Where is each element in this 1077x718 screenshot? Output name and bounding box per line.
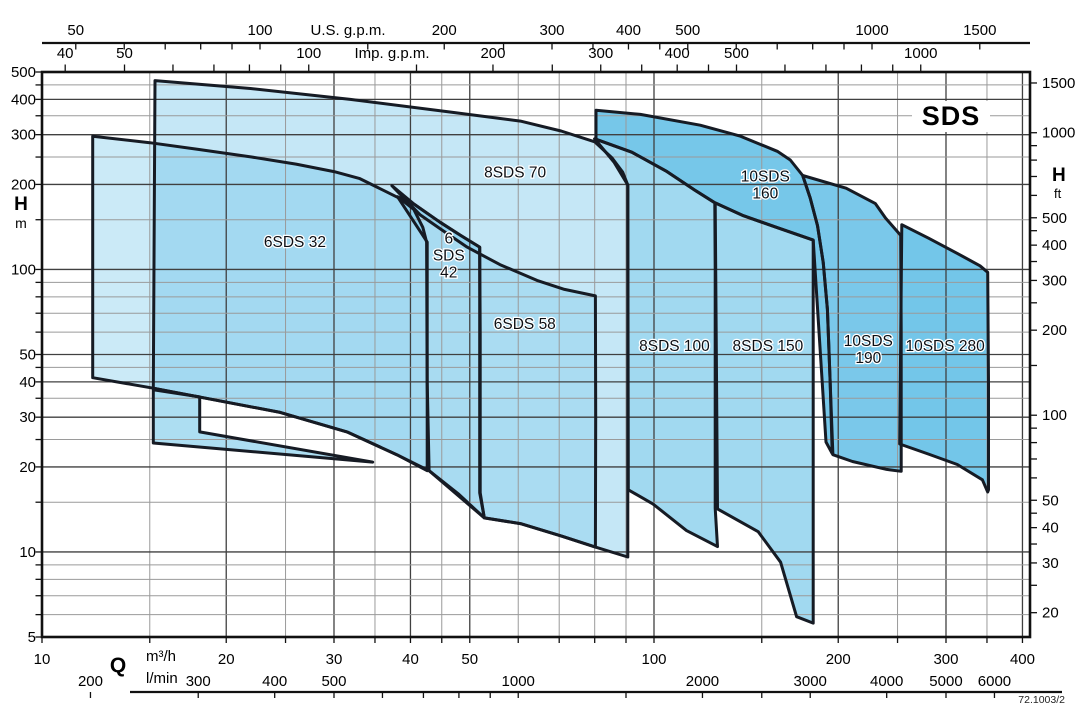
axis-label: 400	[1042, 237, 1067, 254]
axis-label: 200	[11, 176, 36, 193]
region-label-6-sds-42: 6	[444, 231, 453, 248]
axis-label: U.S. g.p.m.	[310, 22, 385, 39]
region-fill-10sds-160	[594, 110, 833, 454]
axis-label: m³/h	[146, 648, 176, 665]
region-label-10sds-190: 190	[855, 350, 881, 367]
axis-label: 3000	[794, 673, 827, 690]
axis-label: 40	[402, 651, 419, 668]
axis-label: 100	[1042, 407, 1067, 424]
region-outline-10sds-190	[801, 174, 903, 473]
axis-label: 300	[933, 651, 958, 668]
axis-label: l/min	[146, 670, 178, 687]
axis-label: 20	[218, 651, 235, 668]
axis-label: 300	[539, 22, 564, 39]
axis-label: 300	[1042, 272, 1067, 289]
axis-label: 2000	[686, 673, 719, 690]
region-fill-6sds-32-low-range	[153, 389, 373, 463]
axis-label: 40	[1042, 520, 1059, 537]
axis-label: 200	[432, 22, 457, 39]
axis-label: 400	[262, 673, 287, 690]
axis-label: 50	[19, 347, 36, 364]
region-label-10sds-160: 160	[752, 186, 778, 203]
axis-label: 1000	[502, 673, 535, 690]
axis-label: H	[1052, 165, 1066, 186]
axis-label: 500	[321, 673, 346, 690]
axis-label: 500	[675, 22, 700, 39]
axis-label: 100	[11, 261, 36, 278]
axis-label: 20	[19, 459, 36, 476]
region-label-10sds-160: 10SDS	[741, 169, 790, 186]
axis-label: 100	[296, 45, 321, 62]
axis-label: 1500	[963, 22, 996, 39]
region-fill-10sds-190	[802, 175, 902, 472]
axis-label: 30	[326, 651, 343, 668]
axis-label: 200	[826, 651, 851, 668]
region-label-8sds-70: 8SDS 70	[484, 165, 546, 182]
axis-label: 400	[665, 45, 690, 62]
region-label-6-sds-42: SDS	[433, 248, 465, 265]
axis-label: 200	[78, 673, 103, 690]
region-label-10sds-190: 10SDS	[844, 333, 893, 350]
axis-label: 400	[1010, 651, 1035, 668]
axis-label: 1000	[1042, 125, 1075, 142]
axis-label: m	[15, 215, 27, 231]
axis-label: 200	[480, 45, 505, 62]
axis-label: 10	[34, 651, 51, 668]
region-fill-6sds-58	[391, 185, 596, 548]
axis-label: 10	[19, 544, 36, 561]
axis-label: ft	[1054, 186, 1062, 201]
axis-label: Q	[110, 654, 126, 677]
region-fill-8sds-150	[715, 202, 814, 624]
axis-label: 100	[247, 22, 272, 39]
axis-label: 500	[11, 64, 36, 81]
axis-label: 50	[461, 651, 478, 668]
region-label-6sds-58: 6SDS 58	[494, 316, 556, 333]
axis-label: 20	[1042, 605, 1059, 622]
axis-label: 300	[588, 45, 613, 62]
axis-label: 1000	[855, 22, 888, 39]
axis-label: 50	[116, 45, 133, 62]
region-label-6-sds-42: 42	[440, 265, 457, 282]
region-fill-10sds-280	[899, 224, 989, 492]
region-label-8sds-150: 8SDS 150	[733, 338, 804, 355]
grid	[42, 72, 1030, 637]
axis-label: 40	[57, 45, 74, 62]
axis-label: 500	[1042, 210, 1067, 227]
axis-label: 4000	[870, 673, 903, 690]
axis-label: Imp. g.p.m.	[354, 45, 429, 62]
region-label-10sds-280: 10SDS 280	[905, 338, 985, 355]
axis-label: 30	[1042, 555, 1059, 572]
document-code: 72.1003/2	[1018, 694, 1065, 706]
region-outlines	[91, 79, 990, 625]
region-fill-6sds-42	[397, 196, 485, 518]
region-fills	[92, 80, 989, 624]
axis-label: 400	[11, 91, 36, 108]
axis-label: 40	[19, 374, 36, 391]
axis-label: 200	[1042, 322, 1067, 339]
region-fill-8sds-70	[153, 80, 628, 557]
axis-label: 6000	[978, 673, 1011, 690]
region-label-6sds-32: 6SDS 32	[264, 234, 326, 251]
axis-label: 5	[28, 629, 36, 646]
axis-label: 1500	[1042, 75, 1075, 92]
axis-label: 300	[11, 127, 36, 144]
axis-label: 100	[641, 651, 666, 668]
chart-title-badge: SDS	[912, 101, 990, 132]
axis-label: 500	[724, 45, 749, 62]
axis-label: 5000	[929, 673, 962, 690]
axis-label: H	[14, 194, 28, 215]
axis-label: 50	[1042, 492, 1059, 509]
axis-label: 300	[186, 673, 211, 690]
axis-label: 1000	[904, 45, 937, 62]
region-outline-10sds-280	[898, 223, 990, 494]
axis-label: 50	[67, 22, 84, 39]
axis-label: 30	[19, 409, 36, 426]
axis-label: 400	[616, 22, 641, 39]
region-label-8sds-100: 8SDS 100	[639, 338, 710, 355]
region-fill-8sds-100	[594, 138, 718, 547]
